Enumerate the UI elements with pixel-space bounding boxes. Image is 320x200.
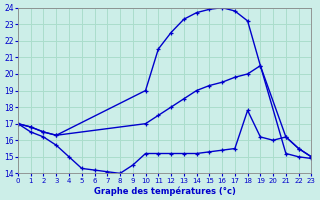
- X-axis label: Graphe des températures (°c): Graphe des températures (°c): [94, 186, 236, 196]
